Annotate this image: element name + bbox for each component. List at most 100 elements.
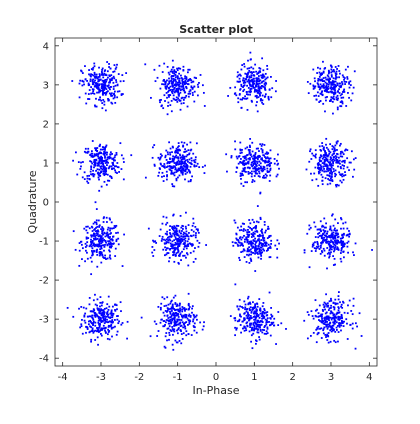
scatter-point: [105, 91, 108, 93]
scatter-point: [323, 170, 326, 173]
scatter-point: [110, 177, 113, 180]
scatter-point: [168, 73, 171, 76]
scatter-point: [99, 165, 102, 168]
scatter-point: [259, 67, 262, 70]
scatter-point: [91, 250, 93, 252]
scatter-point: [89, 315, 92, 318]
scatter-point: [249, 242, 252, 245]
scatter-point: [93, 237, 95, 240]
scatter-point: [334, 172, 336, 175]
scatter-point: [111, 335, 113, 338]
scatter-point: [95, 85, 98, 88]
scatter-point: [102, 99, 105, 101]
scatter-point: [101, 160, 104, 163]
scatter-point: [335, 76, 337, 78]
scatter-point: [94, 321, 97, 324]
scatter-point: [274, 244, 277, 247]
scatter-point: [176, 332, 179, 335]
scatter-point: [187, 224, 190, 226]
scatter-point: [270, 243, 272, 245]
scatter-point: [331, 87, 334, 90]
scatter-point: [195, 165, 198, 167]
scatter-point: [78, 264, 81, 267]
scatter-point: [257, 96, 260, 99]
scatter-point: [325, 318, 328, 320]
scatter-point: [341, 101, 344, 103]
scatter-point: [317, 85, 320, 88]
scatter-point: [160, 302, 163, 305]
scatter-point: [182, 65, 185, 68]
scatter-point: [82, 306, 85, 309]
scatter-point: [246, 84, 248, 87]
scatter-point: [236, 243, 239, 246]
scatter-point: [186, 80, 189, 83]
scatter-point: [256, 168, 259, 170]
scatter-point: [241, 306, 243, 308]
scatter-point: [166, 252, 169, 254]
scatter-point: [242, 79, 244, 82]
scatter-point: [326, 324, 329, 326]
scatter-point: [171, 304, 174, 307]
scatter-point: [110, 320, 113, 323]
scatter-point: [320, 313, 323, 316]
scatter-point: [246, 166, 249, 169]
scatter-point: [325, 241, 327, 244]
scatter-point: [172, 160, 175, 163]
scatter-point: [246, 74, 248, 77]
scatter-point: [165, 253, 168, 256]
scatter-point: [273, 158, 276, 160]
scatter-point: [179, 329, 182, 331]
scatter-point: [332, 69, 335, 71]
scatter-point: [253, 159, 256, 162]
scatter-point: [176, 100, 179, 103]
scatter-point: [108, 256, 111, 259]
scatter-point: [168, 229, 171, 231]
scatter-point: [318, 160, 321, 163]
scatter-point: [259, 309, 262, 312]
scatter-point: [315, 341, 318, 344]
scatter-point: [175, 162, 178, 165]
scatter-point: [327, 315, 330, 318]
scatter-point: [323, 249, 326, 252]
scatter-point: [325, 316, 328, 319]
scatter-point: [171, 228, 174, 230]
scatter-point: [331, 173, 333, 175]
scatter-point: [270, 162, 273, 164]
scatter-point: [167, 90, 170, 93]
scatter-point: [193, 85, 196, 88]
scatter-point: [179, 99, 182, 102]
scatter-point: [255, 104, 258, 107]
scatter-point: [112, 88, 115, 90]
scatter-point: [187, 245, 190, 247]
scatter-point: [181, 83, 184, 86]
scatter-point: [168, 77, 170, 80]
scatter-point: [325, 153, 328, 156]
scatter-point: [90, 173, 92, 176]
scatter-point: [168, 338, 170, 341]
scatter-point: [350, 150, 353, 153]
scatter-point: [184, 165, 187, 167]
scatter-point: [116, 308, 118, 311]
scatter-point: [261, 149, 264, 152]
scatter-point: [236, 80, 239, 83]
scatter-point: [263, 166, 266, 169]
scatter-point: [339, 72, 341, 75]
scatter-point: [233, 219, 236, 222]
scatter-point: [173, 316, 176, 319]
scatter-point: [269, 149, 272, 152]
scatter-point: [176, 241, 179, 243]
scatter-point: [153, 68, 156, 71]
scatter-point: [331, 317, 334, 319]
scatter-point: [342, 236, 344, 239]
scatter-point: [187, 302, 190, 305]
scatter-point: [174, 78, 177, 81]
scatter-point: [104, 254, 107, 257]
scatter-point: [337, 309, 340, 312]
scatter-point: [184, 150, 186, 153]
scatter-point: [343, 78, 345, 81]
scatter-point: [171, 167, 174, 170]
scatter-point: [334, 92, 337, 95]
scatter-point: [153, 240, 155, 243]
scatter-point: [92, 90, 95, 93]
scatter-point: [250, 87, 253, 90]
